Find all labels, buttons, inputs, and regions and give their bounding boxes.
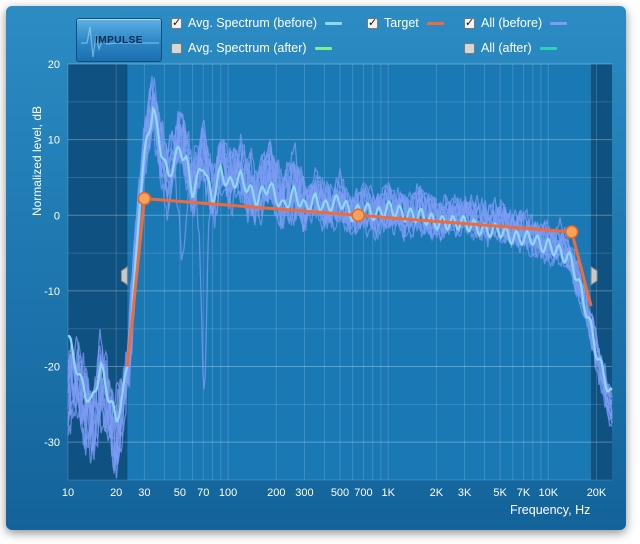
- target-checkbox[interactable]: ✓: [367, 16, 378, 29]
- legend-all-before[interactable]: ✓ All (before): [464, 14, 568, 32]
- target-control-point: [564, 225, 579, 239]
- target-label: Target: [384, 16, 419, 30]
- avg-before-label: Avg. Spectrum (before): [188, 16, 317, 30]
- all-after-label: All (after): [481, 41, 532, 55]
- x-axis-label: Frequency, Hz: [510, 503, 591, 517]
- target-swatch: [426, 21, 444, 25]
- all-before-swatch: [550, 21, 568, 25]
- y-tick-label: 20: [48, 59, 60, 71]
- x-tick-label: 200: [267, 487, 285, 499]
- avg-before-swatch: [325, 21, 342, 25]
- y-tick-label: 0: [54, 210, 60, 222]
- x-tick-label: 5K: [493, 487, 507, 499]
- x-tick-label: 700: [354, 487, 372, 499]
- x-tick-label: 20K: [587, 487, 607, 499]
- y-tick-label: 10: [48, 135, 60, 147]
- impulse-wave-icon: [81, 26, 159, 58]
- impulse-label: IMPULSE: [95, 34, 143, 46]
- x-tick-label: 10: [62, 487, 74, 499]
- legend-avg-before[interactable]: ✓ Avg. Spectrum (before): [171, 14, 342, 32]
- x-tick-label: 30: [138, 487, 150, 499]
- x-tick-label: 500: [331, 487, 349, 499]
- target-control-point: [351, 208, 365, 223]
- target-control-point: [137, 191, 152, 206]
- shaded-range-1: [591, 64, 612, 480]
- avg-after-checkbox[interactable]: [171, 42, 182, 54]
- analyzer-panel: 20 10 0 -10 -20 -30 10 20 30 50 70 100 200 300 500 700 1…: [6, 6, 626, 530]
- range-handle-low[interactable]: [120, 265, 128, 286]
- x-tick-label: 1K: [381, 487, 395, 499]
- x-tick-label: 50: [174, 487, 186, 499]
- legend-all-after[interactable]: All (after): [464, 39, 557, 57]
- x-tick-label: 70: [197, 487, 209, 499]
- avg-before-line: [67, 105, 613, 424]
- x-tick-label: 10K: [539, 487, 559, 499]
- legend-avg-after[interactable]: Avg. Spectrum (after): [171, 39, 332, 57]
- all-before-label: All (before): [481, 16, 543, 30]
- y-tick-label: -30: [44, 437, 60, 449]
- all-after-swatch: [539, 46, 557, 50]
- x-tick-label: 7K: [517, 487, 531, 499]
- all-before-trace: [67, 76, 613, 461]
- all-after-checkbox[interactable]: [464, 42, 475, 54]
- avg-after-swatch: [314, 46, 332, 50]
- x-tick-label: 20: [110, 487, 122, 499]
- y-tick-label: -20: [44, 362, 60, 374]
- x-tick-label: 300: [295, 487, 313, 499]
- y-tick-label: -10: [44, 286, 60, 298]
- avg-after-label: Avg. Spectrum (after): [188, 41, 307, 55]
- range-handle-high[interactable]: [590, 265, 598, 286]
- x-tick-label: 2K: [430, 487, 444, 499]
- legend-target[interactable]: ✓ Target: [367, 14, 444, 32]
- impulse-button[interactable]: IMPULSE: [76, 18, 162, 62]
- avg-before-checkbox[interactable]: ✓: [171, 16, 182, 29]
- x-tick-label: 100: [219, 487, 237, 499]
- all-before-checkbox[interactable]: ✓: [464, 16, 475, 29]
- y-axis-label: Normalized level, dB: [30, 105, 44, 217]
- x-tick-label: 3K: [458, 487, 472, 499]
